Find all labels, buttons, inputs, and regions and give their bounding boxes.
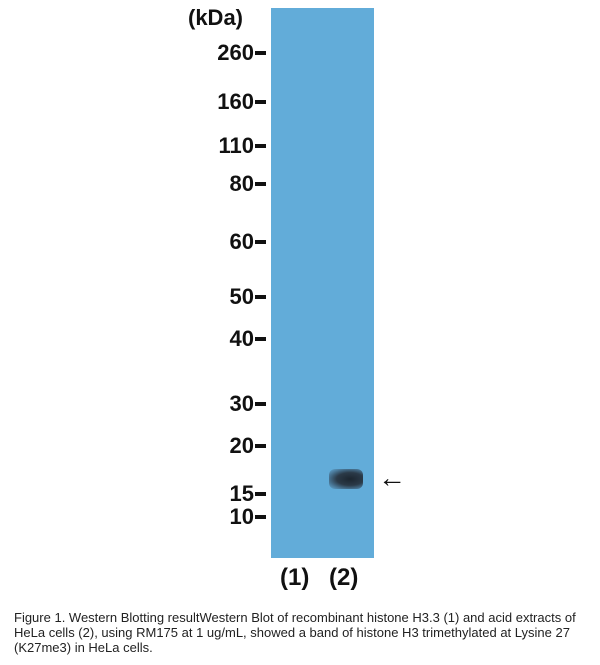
marker-label: 40 (229, 326, 254, 351)
marker-tick (255, 182, 266, 186)
blot-membrane (271, 8, 374, 558)
marker-label: 30 (229, 391, 254, 416)
marker-tick (255, 337, 266, 341)
figure-caption: Figure 1. Western Blotting resultWestern… (14, 610, 576, 655)
marker-tick (255, 100, 266, 104)
protein-band-lane-2 (329, 469, 363, 489)
marker-tick (255, 444, 266, 448)
marker-tick (255, 240, 266, 244)
marker-label: 50 (229, 284, 254, 309)
band-arrow-icon: ← (378, 462, 406, 493)
marker-label: 260 (217, 40, 254, 65)
marker-tick (255, 295, 266, 299)
marker-label: 80 (229, 171, 254, 196)
marker-tick (255, 515, 266, 519)
marker-label: 20 (229, 433, 254, 458)
marker-label: 10 (229, 504, 254, 529)
marker-tick (255, 492, 266, 496)
unit-label: (kDa) (188, 5, 244, 30)
marker-label: 110 (218, 133, 255, 158)
marker-label: 160 (217, 89, 254, 114)
lane-label-1: (1) (280, 564, 310, 591)
marker-tick (255, 51, 266, 55)
marker-tick (255, 144, 266, 148)
lane-label-2: (2) (329, 564, 359, 591)
marker-label: 15 (229, 481, 254, 506)
marker-tick (255, 402, 266, 406)
marker-label: 60 (229, 229, 254, 254)
